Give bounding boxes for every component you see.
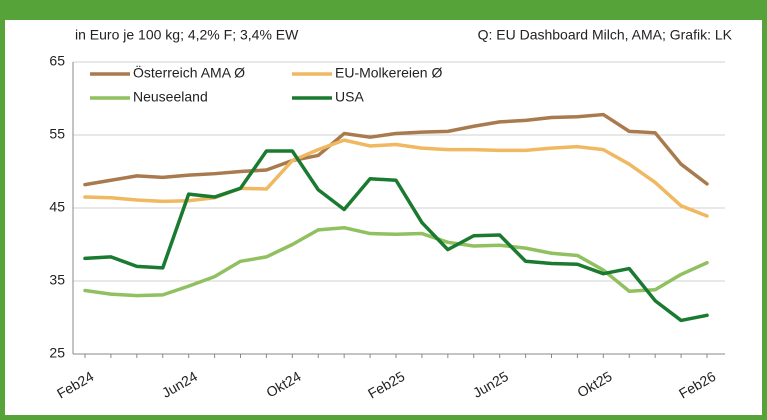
subtitle: in Euro je 100 kg; 4,2% F; 3,4% EW — [75, 27, 299, 43]
series-line — [83, 138, 709, 218]
source: Q: EU Dashboard Milch, AMA; Grafik: LK — [478, 27, 733, 43]
series-line — [83, 149, 709, 323]
legend-label: Österreich AMA Ø — [133, 64, 245, 81]
legend-label: USA — [335, 89, 364, 105]
y-tick-label: 35 — [49, 272, 65, 288]
panel — [5, 20, 762, 415]
y-tick-label: 65 — [49, 53, 65, 69]
y-tick-label: 55 — [49, 126, 65, 142]
legend-label: EU-Molkereien Ø — [335, 65, 442, 81]
y-tick-label: 45 — [49, 199, 65, 215]
series-line — [83, 112, 709, 187]
series-line — [83, 225, 709, 298]
legend-label: Neuseeland — [133, 89, 208, 105]
y-tick-label: 25 — [49, 345, 65, 361]
